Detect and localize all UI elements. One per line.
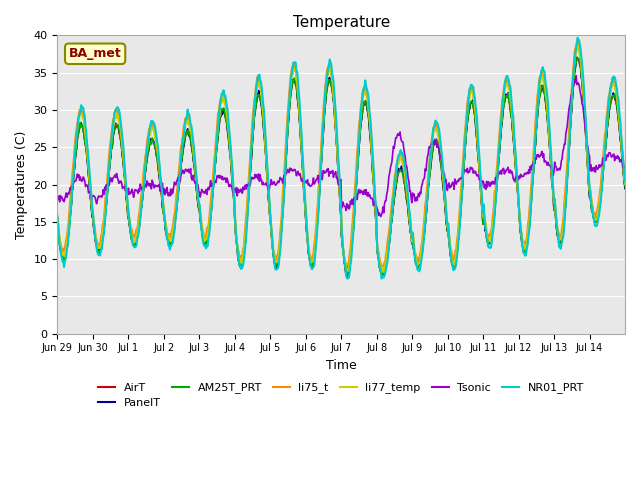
Tsonic: [401, 150, 408, 156]
Line: Tsonic: Tsonic: [58, 76, 625, 216]
PanelT: [401, 180, 408, 186]
NR01_PRT: [574, 35, 582, 41]
NR01_PRT: [253, 82, 260, 87]
li77_temp: [253, 87, 260, 93]
Text: BA_met: BA_met: [68, 47, 122, 60]
Tsonic: [572, 73, 580, 79]
Line: NR01_PRT: NR01_PRT: [58, 38, 625, 278]
AirT: [54, 221, 61, 227]
AM25T_PRT: [574, 55, 582, 61]
AM25T_PRT: [401, 180, 408, 185]
PanelT: [225, 132, 232, 138]
NR01_PRT: [378, 276, 385, 281]
li75_t: [379, 267, 387, 273]
AirT: [401, 180, 408, 186]
AM25T_PRT: [274, 259, 282, 265]
NR01_PRT: [433, 120, 440, 126]
li75_t: [120, 161, 128, 167]
PanelT: [54, 221, 61, 227]
li77_temp: [574, 43, 582, 49]
li77_temp: [621, 181, 629, 187]
NR01_PRT: [225, 117, 232, 123]
li75_t: [575, 39, 582, 45]
Line: li77_temp: li77_temp: [58, 46, 625, 272]
PanelT: [344, 276, 351, 281]
li75_t: [401, 170, 408, 176]
Tsonic: [253, 174, 260, 180]
Line: AM25T_PRT: AM25T_PRT: [58, 58, 625, 276]
AM25T_PRT: [433, 137, 440, 143]
NR01_PRT: [274, 265, 282, 271]
li77_temp: [120, 161, 128, 167]
li75_t: [54, 213, 61, 219]
PanelT: [433, 136, 440, 142]
Tsonic: [54, 195, 61, 201]
Y-axis label: Temperatures (C): Temperatures (C): [15, 131, 28, 239]
PanelT: [274, 260, 282, 266]
PanelT: [253, 99, 260, 105]
AM25T_PRT: [253, 99, 260, 105]
Legend: AirT, PanelT, AM25T_PRT, li75_t, li77_temp, Tsonic, NR01_PRT: AirT, PanelT, AM25T_PRT, li75_t, li77_te…: [94, 378, 589, 412]
AirT: [225, 134, 232, 140]
li77_temp: [274, 256, 282, 262]
Line: li75_t: li75_t: [58, 42, 625, 270]
PanelT: [573, 54, 580, 60]
AM25T_PRT: [621, 183, 629, 189]
li77_temp: [54, 216, 61, 221]
NR01_PRT: [120, 154, 128, 159]
Title: Temperature: Temperature: [292, 15, 390, 30]
li77_temp: [433, 126, 440, 132]
AM25T_PRT: [54, 220, 61, 226]
AirT: [621, 184, 629, 190]
li77_temp: [380, 269, 388, 275]
PanelT: [621, 186, 629, 192]
AirT: [433, 137, 440, 143]
AirT: [274, 259, 282, 264]
NR01_PRT: [621, 179, 629, 184]
AM25T_PRT: [342, 273, 350, 278]
li75_t: [274, 251, 282, 257]
NR01_PRT: [54, 214, 61, 220]
AirT: [120, 168, 128, 174]
li77_temp: [225, 126, 232, 132]
Tsonic: [433, 140, 440, 145]
li75_t: [433, 122, 440, 128]
NR01_PRT: [401, 159, 408, 165]
Tsonic: [274, 179, 282, 184]
AM25T_PRT: [225, 134, 232, 140]
Tsonic: [225, 181, 232, 187]
AirT: [344, 273, 351, 278]
li77_temp: [401, 167, 408, 173]
AirT: [253, 98, 260, 104]
li75_t: [253, 82, 260, 87]
X-axis label: Time: Time: [326, 359, 356, 372]
PanelT: [120, 168, 128, 174]
AirT: [574, 57, 582, 62]
li75_t: [225, 125, 232, 131]
Line: AirT: AirT: [58, 60, 625, 276]
Tsonic: [377, 214, 385, 219]
Line: PanelT: PanelT: [58, 57, 625, 278]
Tsonic: [621, 164, 629, 169]
Tsonic: [120, 184, 128, 190]
li75_t: [621, 178, 629, 183]
AM25T_PRT: [120, 168, 128, 174]
